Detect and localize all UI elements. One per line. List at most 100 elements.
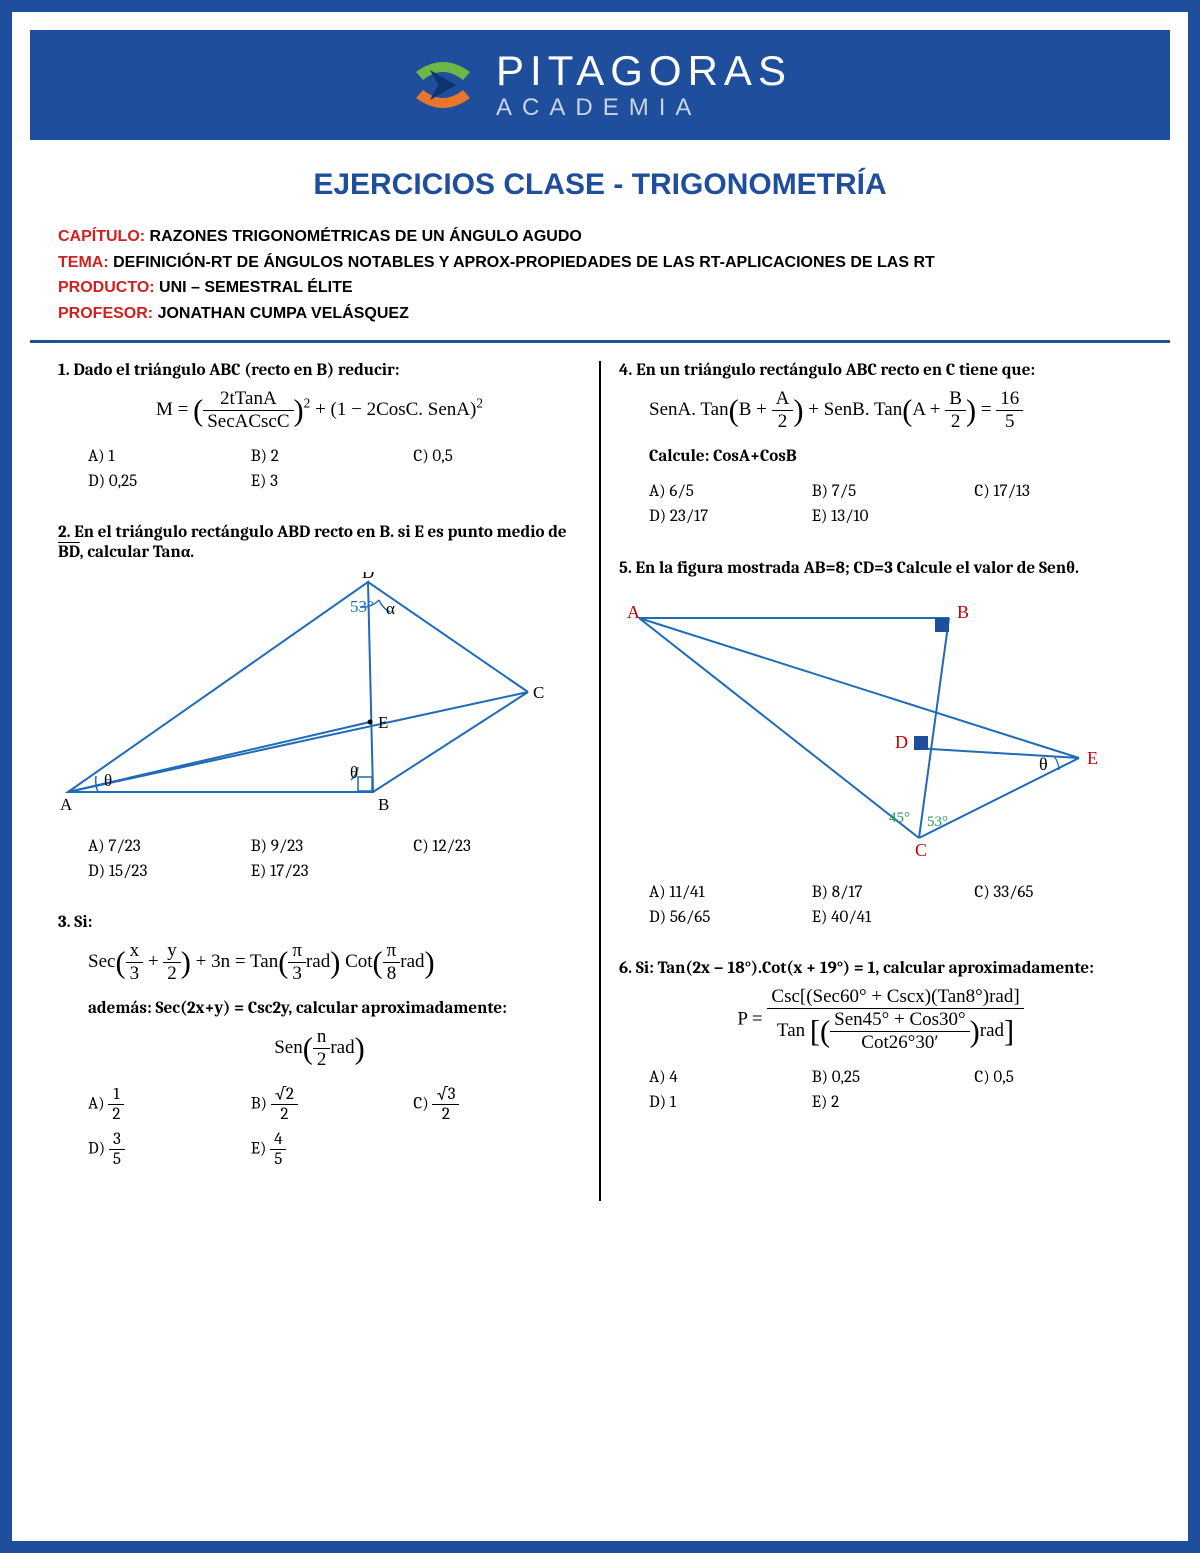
svg-text:B: B — [378, 795, 389, 814]
svg-text:θ: θ — [1039, 754, 1048, 774]
logo: PITAGORAS ACADEMIA — [408, 49, 792, 120]
p1-opt-e: E) 3 — [251, 472, 414, 491]
p5-opt-d: D) 56/65 — [649, 908, 812, 927]
p3-opt-e-label: E) — [251, 1140, 270, 1159]
svg-text:53°: 53° — [927, 814, 948, 830]
p4-opt-b: B) 7/5 — [812, 482, 975, 501]
p6-opt-b: B) 0,25 — [812, 1068, 975, 1087]
svg-text:E: E — [1087, 748, 1098, 768]
svg-text:α: α — [386, 599, 395, 618]
p2-opt-c: C) 12/23 — [413, 837, 576, 856]
problem-1: 1. Dado el triángulo ABC (recto en B) re… — [58, 361, 581, 497]
p6-opt-a: A) 4 — [649, 1068, 812, 1087]
p3-opt-c-label: C) — [413, 1095, 432, 1114]
meta-producto: UNI – SEMESTRAL ÉLITE — [155, 279, 353, 296]
page-title: EJERCICIOS CLASE - TRIGONOMETRÍA — [30, 168, 1170, 202]
p6-formula: P = Csc[(Sec60° + Cscx)(Tan8°)rad] Tan [… — [619, 986, 1142, 1054]
p3-a-num: 1 — [108, 1085, 124, 1105]
svg-text:D: D — [895, 732, 908, 752]
p5-opt-e: E) 40/41 — [812, 908, 975, 927]
logo-name: PITAGORAS — [496, 49, 792, 93]
p2-stem: En el triángulo rectángulo ABD recto en … — [58, 523, 567, 562]
meta-profesor-label: PROFESOR: — [58, 305, 153, 322]
svg-text:B: B — [957, 602, 969, 622]
p2-opt-a: A) 7/23 — [88, 837, 251, 856]
p3-d-num: 3 — [109, 1130, 125, 1150]
p2-opt-e: E) 17/23 — [251, 862, 414, 881]
p6-options: A) 4 B) 0,25 C) 0,5 D) 1 E) 2 — [619, 1068, 1142, 1118]
p1-opt-a: A) 1 — [88, 447, 251, 466]
p4-opt-c: C) 17/13 — [974, 482, 1137, 501]
p2-num: 2. — [58, 523, 71, 542]
p3-opt-c: C) √32 — [413, 1085, 576, 1124]
p5-opt-a: A) 11/41 — [649, 883, 812, 902]
p1-num: 1. — [58, 361, 70, 380]
p4-formula: SenA. Tan(B + A2) + SenB. Tan(A + B2) = … — [619, 388, 1142, 433]
logo-sub: ACADEMIA — [496, 95, 792, 120]
p6-num: 6. — [619, 959, 632, 978]
svg-text:C: C — [915, 840, 927, 860]
p1-opt-b: B) 2 — [251, 447, 414, 466]
p3-c-den: 2 — [432, 1105, 459, 1124]
meta-capitulo-label: CAPÍTULO: — [58, 228, 145, 245]
page-outer: PITAGORAS ACADEMIA EJERCICIOS CLASE - TR… — [0, 0, 1200, 1553]
p6-opt-c: C) 0,5 — [974, 1068, 1137, 1087]
p4-options: A) 6/5 B) 7/5 C) 17/13 D) 23/17 E) 13/10 — [619, 482, 1142, 532]
svg-text:45°: 45° — [889, 810, 910, 826]
p4-num: 4. — [619, 361, 632, 380]
p3-num: 3. — [58, 913, 71, 932]
left-column: 1. Dado el triángulo ABC (recto en B) re… — [58, 361, 601, 1201]
svg-text:C: C — [533, 683, 544, 702]
p3-c-num: √3 — [432, 1085, 459, 1105]
p3-e-num: 4 — [270, 1130, 286, 1150]
p1-options: A) 1 B) 2 C) 0,5 D) 0,25 E) 3 — [58, 447, 581, 497]
p2-stem-a: En el triángulo rectángulo ABD recto en … — [74, 523, 566, 542]
p3-options: A) 12 B) √22 C) √32 D) 35 E) 45 — [58, 1085, 581, 1175]
p3-opt-b: B) √22 — [251, 1085, 414, 1124]
p2-opt-d: D) 15/23 — [88, 862, 251, 881]
p3-stem: Si: — [74, 913, 92, 932]
svg-text:D: D — [362, 572, 374, 582]
p1-opt-c: C) 0,5 — [413, 447, 576, 466]
p3-opt-a: A) 12 — [88, 1085, 251, 1124]
problem-2: 2. En el triángulo rectángulo ABD recto … — [58, 523, 581, 887]
p4-stem: En un triángulo rectángulo ABC recto en … — [636, 361, 1035, 380]
problem-4: 4. En un triángulo rectángulo ABC recto … — [619, 361, 1142, 532]
svg-text:A: A — [60, 795, 73, 814]
p1-formula: M = (2tTanASecACscC)2 + (1 − 2CosC. SenA… — [58, 388, 581, 433]
p3-b-num: √2 — [271, 1085, 298, 1105]
problem-5: 5. En la figura mostrada AB=8; CD=3 Calc… — [619, 558, 1142, 933]
p2-bd: BD — [58, 543, 80, 562]
problem-6: 6. Si: Tan(2x − 18°).Cot(x + 19°) = 1, c… — [619, 959, 1142, 1118]
p5-figure: A B C D E 45° 53° θ — [619, 588, 1142, 873]
logo-mark-icon — [408, 50, 478, 120]
p3-line2: además: Sec(2x+y) = Csc2y, calcular apro… — [58, 999, 581, 1018]
p3-opt-a-label: A) — [88, 1095, 108, 1114]
svg-text:θ: θ — [350, 763, 358, 782]
p2-options: A) 7/23 B) 9/23 C) 12/23 D) 15/23 E) 17/… — [58, 837, 581, 887]
p3-opt-d-label: D) — [88, 1140, 109, 1159]
p5-opt-c: C) 33/65 — [974, 883, 1137, 902]
p3-formula-1: Sec(x3 + y2) + 3n = Tan(π3rad) Cot(π8rad… — [58, 940, 581, 985]
logo-text: PITAGORAS ACADEMIA — [496, 49, 792, 120]
meta-tema: DEFINICIÓN-RT DE ÁNGULOS NOTABLES Y APRO… — [109, 254, 935, 271]
p1-opt-d: D) 0,25 — [88, 472, 251, 491]
meta-block: CAPÍTULO: RAZONES TRIGONOMÉTRICAS DE UN … — [30, 224, 1170, 343]
p3-opt-d: D) 35 — [88, 1130, 251, 1169]
content-columns: 1. Dado el triángulo ABC (recto en B) re… — [30, 361, 1170, 1201]
p3-d-den: 5 — [109, 1150, 125, 1169]
svg-text:A: A — [627, 602, 640, 622]
p3-e-den: 5 — [270, 1150, 286, 1169]
right-column: 4. En un triángulo rectángulo ABC recto … — [601, 361, 1142, 1201]
p5-options: A) 11/41 B) 8/17 C) 33/65 D) 56/65 E) 40… — [619, 883, 1142, 933]
p6-opt-d: D) 1 — [649, 1093, 812, 1112]
svg-text:E: E — [378, 713, 388, 732]
p5-stem: En la figura mostrada AB=8; CD=3 Calcule… — [636, 559, 1079, 578]
svg-text:θ: θ — [104, 771, 112, 790]
meta-producto-label: PRODUCTO: — [58, 279, 155, 296]
p4-opt-d: D) 23/17 — [649, 507, 812, 526]
p4-calc: Calcule: CosA+CosB — [619, 447, 1142, 466]
p1-stem: Dado el triángulo ABC (recto en B) reduc… — [73, 361, 399, 380]
p2-stem-b: , calcular Tanα. — [80, 543, 194, 562]
p4-opt-e: E) 13/10 — [812, 507, 975, 526]
